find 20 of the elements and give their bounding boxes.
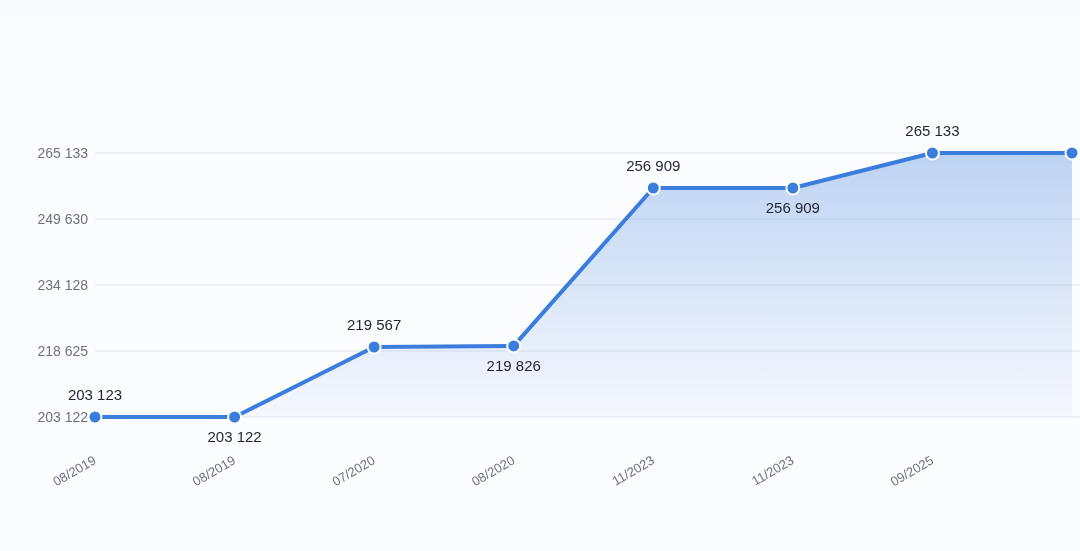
point xyxy=(785,180,801,196)
y-tick-label: 249 630 xyxy=(37,211,89,227)
data-label: 203 123 xyxy=(67,386,123,403)
y-tick-label: 203 122 xyxy=(37,409,89,425)
point xyxy=(87,409,103,425)
y-tick-label: 234 128 xyxy=(37,277,89,293)
point xyxy=(227,409,243,425)
point xyxy=(366,339,382,355)
point xyxy=(924,145,940,161)
data-label: 219 826 xyxy=(486,356,541,374)
data-label: 203 122 xyxy=(207,428,262,445)
y-tick-label: 218 625 xyxy=(37,343,89,359)
point xyxy=(645,180,661,196)
point xyxy=(1064,145,1080,161)
data-label: 256 909 xyxy=(765,199,820,217)
data-label: 219 567 xyxy=(347,315,402,333)
point xyxy=(506,338,522,354)
data-label: 256 909 xyxy=(626,157,681,175)
data-label: 265 133 xyxy=(905,122,960,139)
y-tick-label: 265 133 xyxy=(37,145,89,161)
